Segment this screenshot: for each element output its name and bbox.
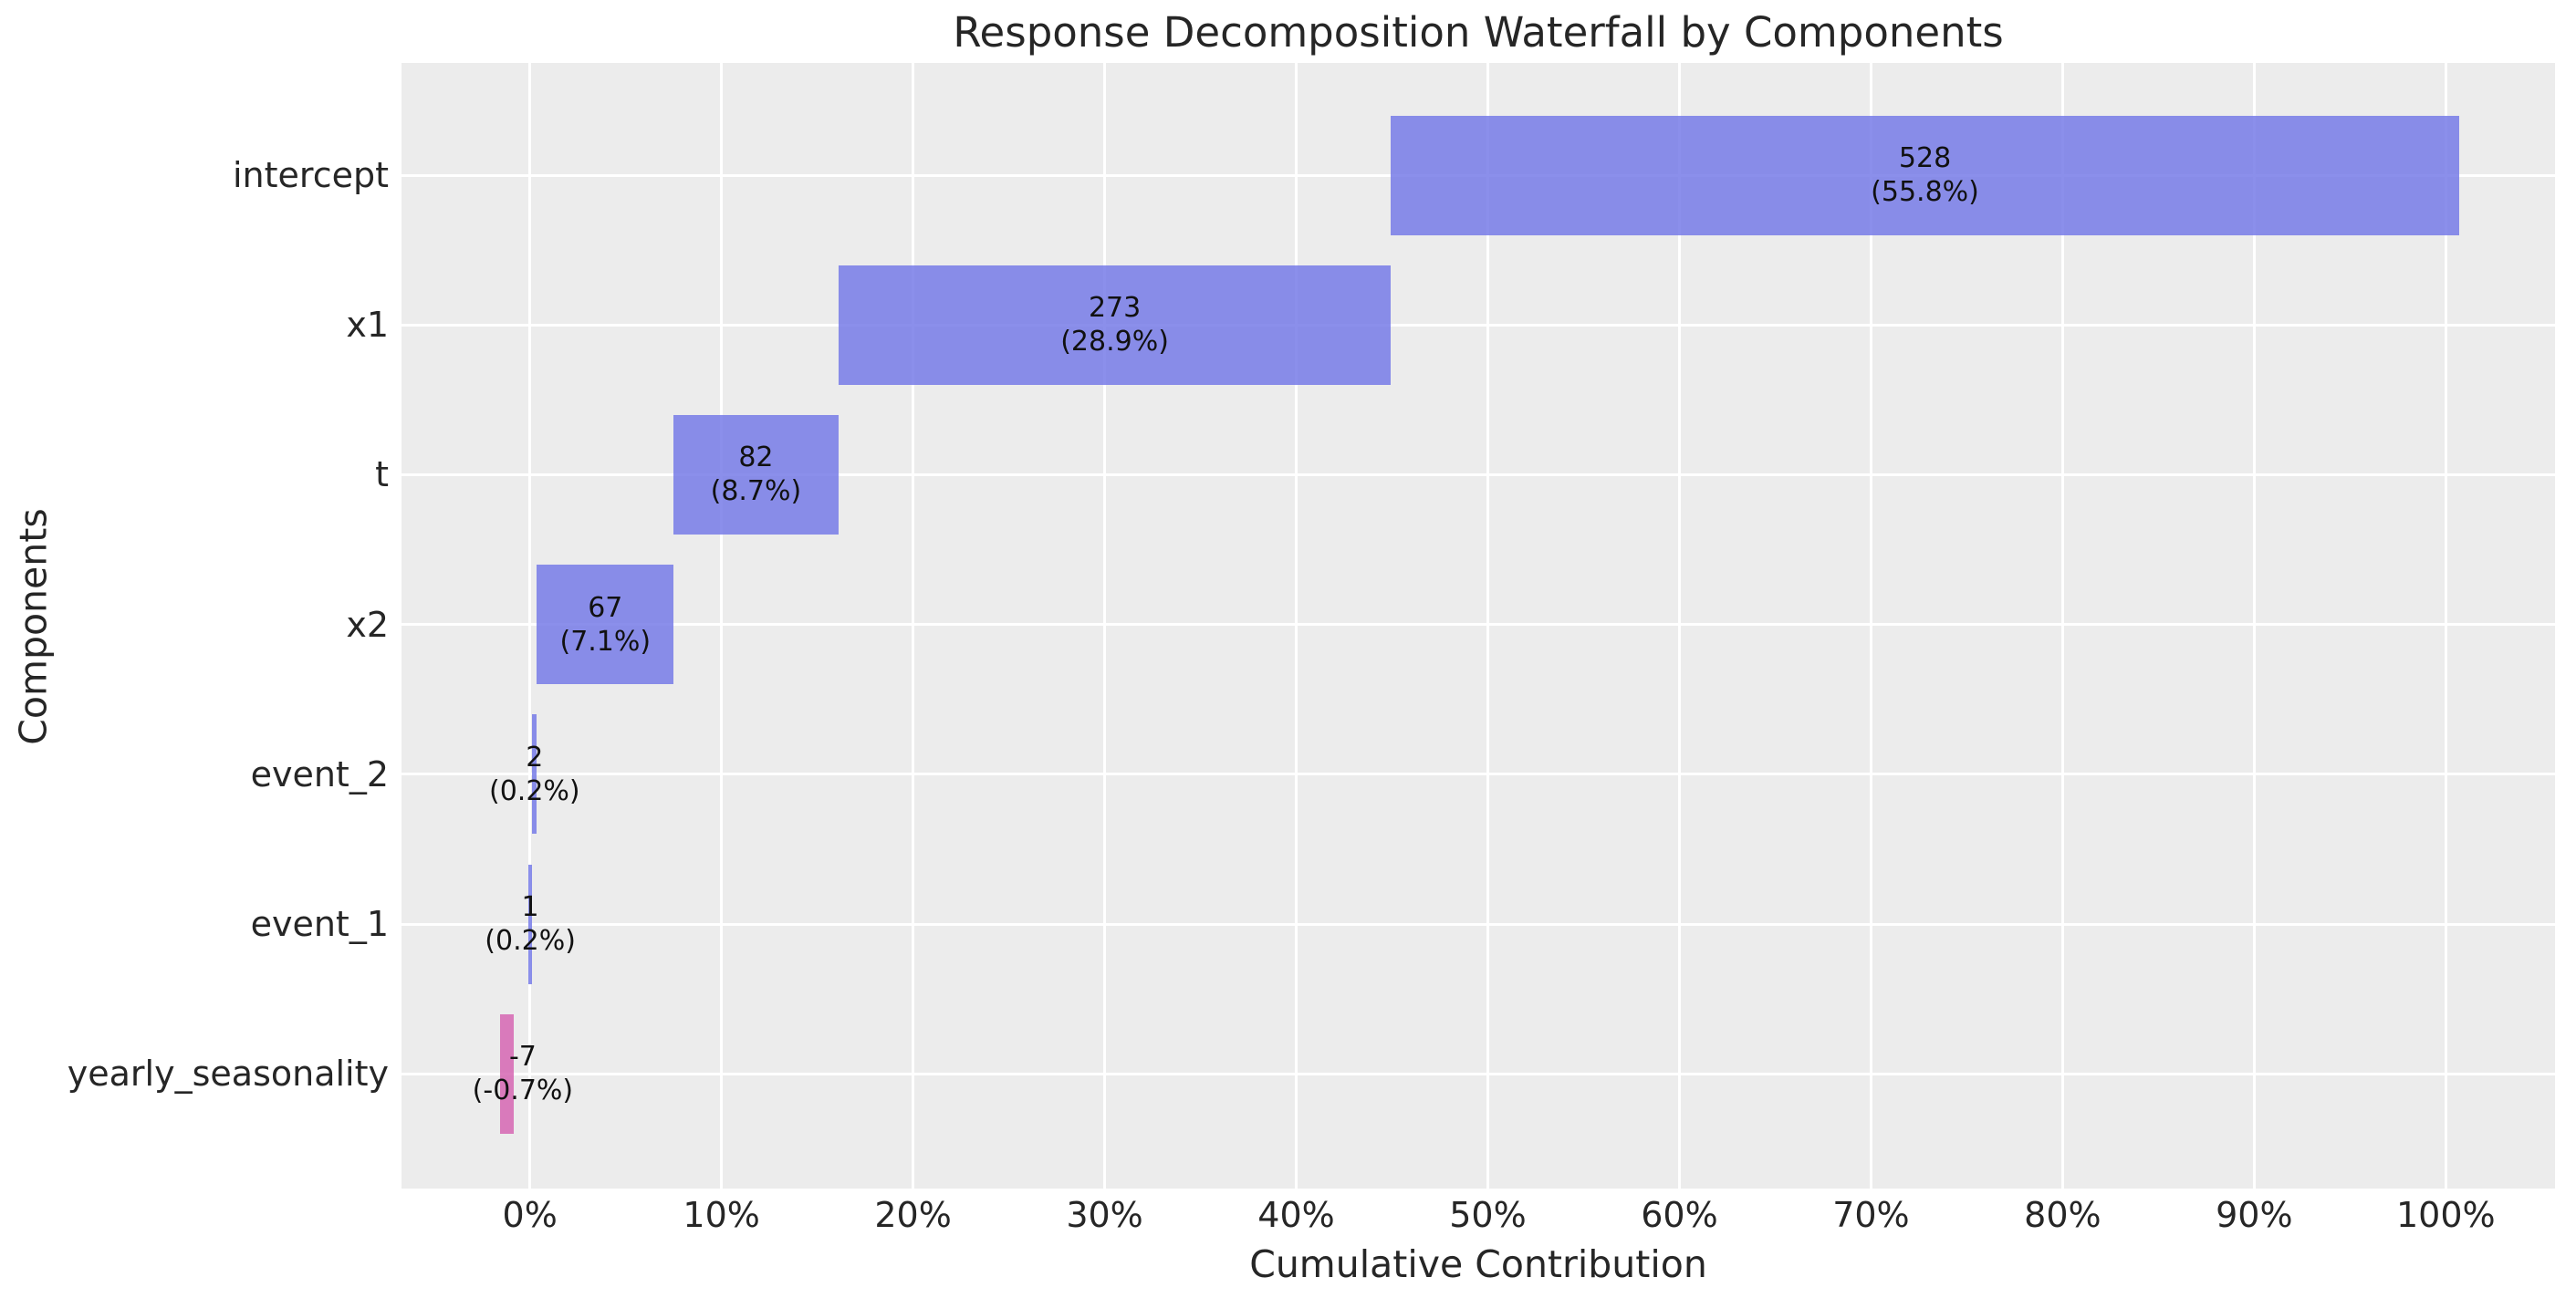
- bar-t: [673, 414, 839, 535]
- bar-value-label-event_1: 1: [521, 891, 539, 923]
- bar-value-label-t: 82: [738, 441, 774, 474]
- bar-event_1: [527, 864, 533, 984]
- y-tick-label-x1: x1: [346, 305, 389, 346]
- bar-event_2: [532, 714, 537, 835]
- gridline-y-event_2: [402, 773, 2555, 776]
- y-tick-label-x2: x2: [346, 604, 389, 645]
- y-tick-label-t: t: [375, 454, 389, 495]
- chart-title: Response Decomposition Waterfall by Comp…: [953, 8, 2004, 57]
- plot-area: 528 (55.8%) 273 (28.9%) 82 (8.7%) 67 (7.1%) 2 (0.…: [402, 63, 2555, 1189]
- x-tick-label-80%: 80%: [2024, 1195, 2101, 1235]
- bar-pct-label-event_2: (0.2%): [489, 774, 580, 807]
- bar-value-label-x1: 273: [1088, 292, 1142, 325]
- bar-value-label-event_2: 2: [526, 741, 544, 774]
- x-axis-title: Cumulative Contribution: [1249, 1242, 1707, 1286]
- bar-pct-label-x2: (7.1%): [559, 625, 652, 658]
- bar-yearly_seasonality: [500, 1013, 515, 1134]
- bar-pct-label-t: (8.7%): [710, 475, 802, 508]
- x-tick-label-100%: 100%: [2395, 1195, 2496, 1235]
- bar-value-label-x2: 67: [588, 591, 623, 624]
- bar-value-label-intercept: 528: [1898, 142, 1952, 174]
- x-tick-label-20%: 20%: [874, 1195, 952, 1235]
- y-tick-label-yearly_seasonality: yearly_seasonality: [67, 1054, 389, 1095]
- x-tick-label-10%: 10%: [683, 1195, 760, 1235]
- gridline-y-t: [402, 472, 2555, 476]
- gridline-y-x1: [402, 323, 2555, 327]
- bar-pct-label-intercept: (55.8%): [1871, 176, 1979, 208]
- y-tick-label-intercept: intercept: [233, 155, 389, 195]
- x-tick-label-60%: 60%: [1641, 1195, 1718, 1235]
- y-tick-label-event_2: event_2: [250, 753, 389, 794]
- bar-intercept: [1391, 115, 2459, 235]
- bar-x1: [838, 265, 1392, 385]
- bar-pct-label-event_1: (0.2%): [485, 925, 576, 957]
- gridline-y-x2: [402, 623, 2555, 627]
- bar-x2: [537, 565, 674, 685]
- x-tick-label-50%: 50%: [1449, 1195, 1527, 1235]
- bar-value-label-yearly_seasonality: -7: [508, 1041, 537, 1074]
- x-tick-label-30%: 30%: [1066, 1195, 1143, 1235]
- gridline-y-yearly_seasonality: [402, 1072, 2555, 1075]
- gridline-y-event_1: [402, 922, 2555, 926]
- x-tick-label-90%: 90%: [2216, 1195, 2293, 1235]
- x-tick-label-0%: 0%: [502, 1195, 558, 1235]
- bar-pct-label-x1: (28.9%): [1060, 326, 1169, 358]
- y-tick-label-event_1: event_1: [250, 904, 389, 944]
- bar-pct-label-yearly_seasonality: (-0.7%): [472, 1075, 574, 1107]
- x-tick-label-70%: 70%: [1832, 1195, 1910, 1235]
- x-tick-label-40%: 40%: [1257, 1195, 1335, 1235]
